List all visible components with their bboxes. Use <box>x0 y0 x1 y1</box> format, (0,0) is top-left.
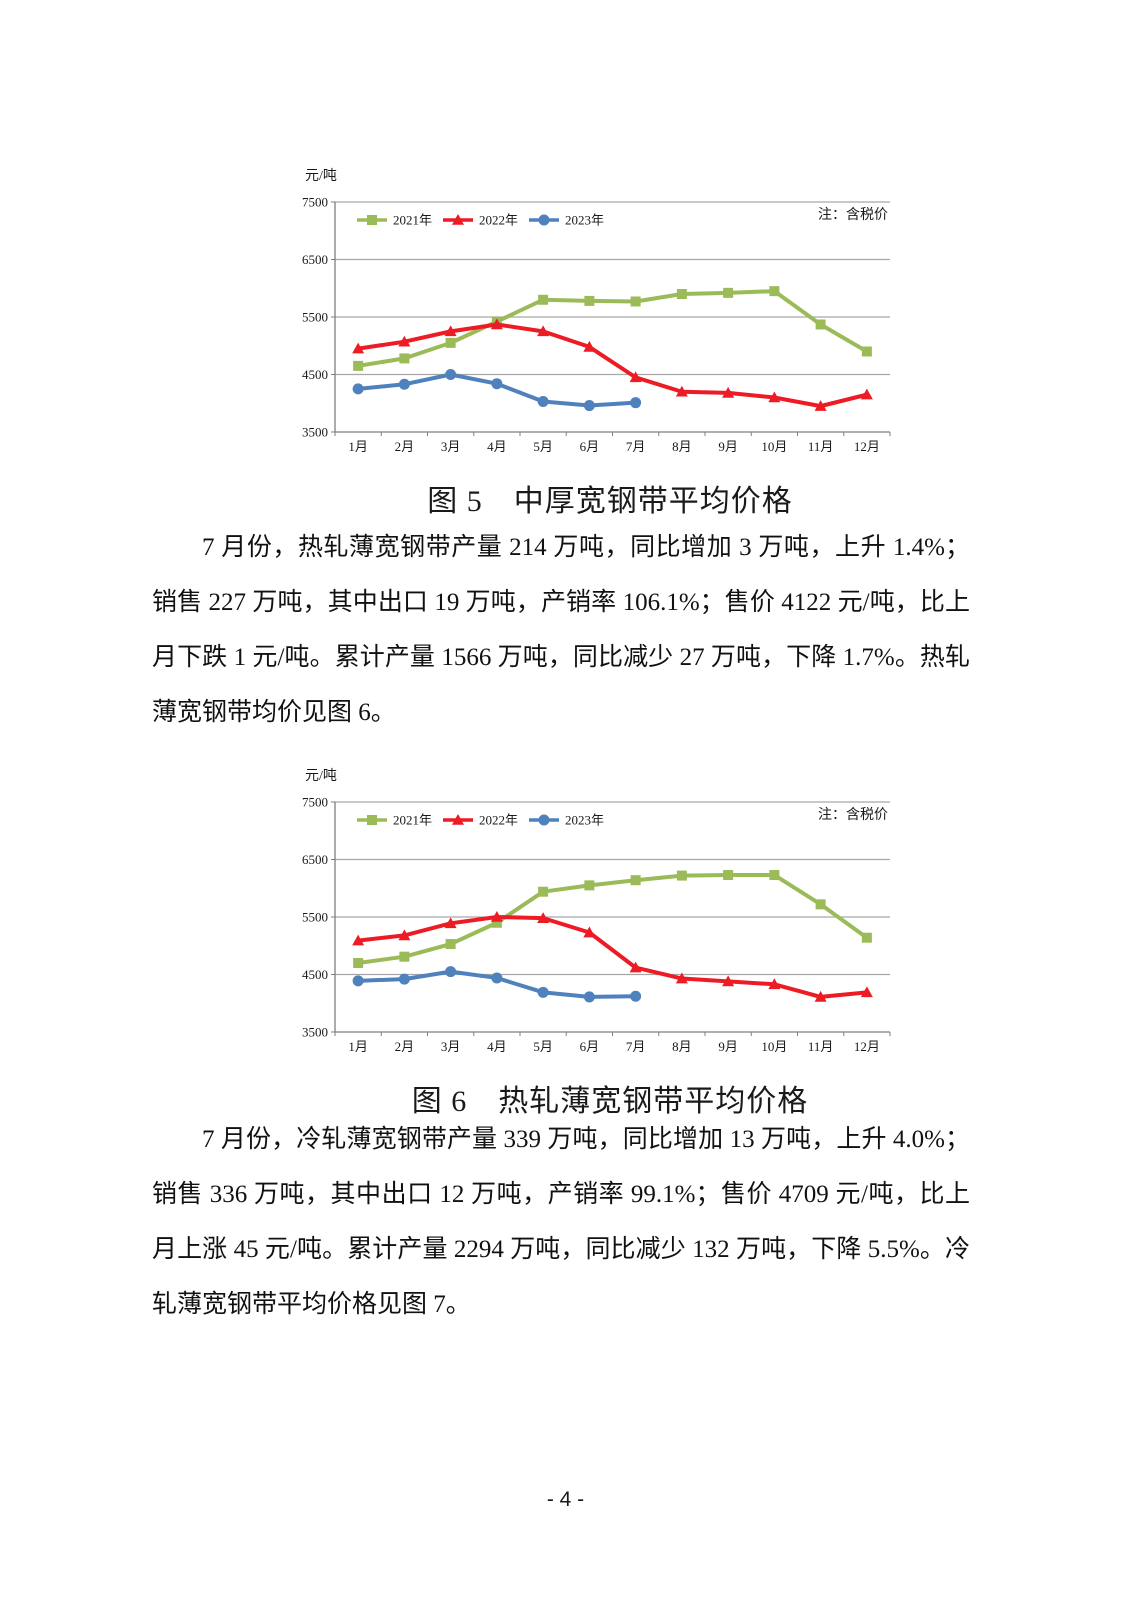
svg-text:3500: 3500 <box>302 1025 328 1040</box>
svg-text:2022年: 2022年 <box>479 813 518 828</box>
figure-5-caption: 图 5 中厚宽钢带平均价格 <box>427 485 793 518</box>
svg-text:2021年: 2021年 <box>393 213 432 228</box>
svg-text:2021年: 2021年 <box>393 813 432 828</box>
line-chart-figure-6: 3500 4500 5500 6500 7500 1月 2月 3月 4月 5月 6月 7月 8月 9月 10… <box>302 768 891 1054</box>
svg-text:3月: 3月 <box>441 1039 461 1054</box>
svg-text:12月: 12月 <box>854 439 880 454</box>
svg-text:3500: 3500 <box>302 425 328 440</box>
svg-text:6500: 6500 <box>302 852 328 867</box>
svg-text:元/吨: 元/吨 <box>305 168 337 184</box>
svg-text:5月: 5月 <box>533 439 553 454</box>
svg-text:9月: 9月 <box>718 1039 738 1054</box>
svg-text:9月: 9月 <box>718 439 738 454</box>
svg-text:6月: 6月 <box>580 1039 600 1054</box>
svg-text:4500: 4500 <box>302 967 328 982</box>
svg-text:6月: 6月 <box>580 439 600 454</box>
figure-6-caption: 图 6 热轧薄宽钢带平均价格 <box>411 1085 809 1118</box>
svg-text:注：含税价: 注：含税价 <box>818 207 888 223</box>
svg-text:7500: 7500 <box>302 795 328 810</box>
svg-text:7500: 7500 <box>302 195 328 210</box>
svg-text:11月: 11月 <box>808 439 834 454</box>
svg-text:5月: 5月 <box>533 1039 553 1054</box>
svg-text:4月: 4月 <box>487 1039 507 1054</box>
svg-text:5500: 5500 <box>302 310 328 325</box>
svg-text:2022年: 2022年 <box>479 213 518 228</box>
line-chart-figure-5: 3500 4500 5500 6500 7500 1月 2月 3月 4月 5月 6月 7月 8月 9月 10… <box>302 168 891 454</box>
svg-text:注：含税价: 注：含税价 <box>818 807 888 823</box>
svg-text:7月: 7月 <box>626 439 646 454</box>
page-number: - 4 - <box>546 1488 585 1511</box>
figure-5: 3500 4500 5500 6500 7500 1月 2月 3月 4月 5月 6月 7月 8月 9月 10… <box>280 164 915 520</box>
svg-text:12月: 12月 <box>854 1039 880 1054</box>
svg-text:8月: 8月 <box>672 1039 692 1054</box>
figure-6: 3500 4500 5500 6500 7500 1月 2月 3月 4月 5月 6月 7月 8月 9月 10… <box>280 764 915 1120</box>
svg-text:2月: 2月 <box>395 1039 415 1054</box>
svg-text:3月: 3月 <box>441 439 461 454</box>
paragraph-cold-rolled-strip: 7 月份，冷轧薄宽钢带产量 339 万吨，同比增加 13 万吨，上升 4.0%；… <box>152 1126 970 1318</box>
svg-text:5500: 5500 <box>302 910 328 925</box>
svg-text:1月: 1月 <box>348 439 368 454</box>
svg-text:10月: 10月 <box>761 1039 787 1054</box>
svg-text:1月: 1月 <box>348 1039 368 1054</box>
svg-text:7月: 7月 <box>626 1039 646 1054</box>
svg-text:元/吨: 元/吨 <box>305 768 337 784</box>
svg-text:11月: 11月 <box>808 1039 834 1054</box>
svg-text:8月: 8月 <box>672 439 692 454</box>
svg-text:2023年: 2023年 <box>565 213 604 228</box>
svg-text:10月: 10月 <box>761 439 787 454</box>
paragraph-hot-rolled-strip: 7 月份，热轧薄宽钢带产量 214 万吨，同比增加 3 万吨，上升 1.4%；销… <box>152 534 970 726</box>
svg-text:6500: 6500 <box>302 252 328 267</box>
svg-text:2023年: 2023年 <box>565 813 604 828</box>
svg-text:2月: 2月 <box>395 439 415 454</box>
svg-text:4月: 4月 <box>487 439 507 454</box>
svg-text:4500: 4500 <box>302 367 328 382</box>
